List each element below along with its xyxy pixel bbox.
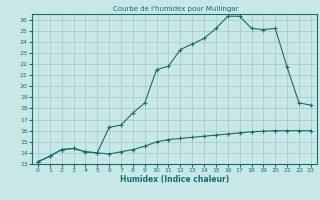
X-axis label: Humidex (Indice chaleur): Humidex (Indice chaleur) (120, 175, 229, 184)
Text: Courbe de l'humidex pour Mullingar: Courbe de l'humidex pour Mullingar (113, 6, 239, 12)
